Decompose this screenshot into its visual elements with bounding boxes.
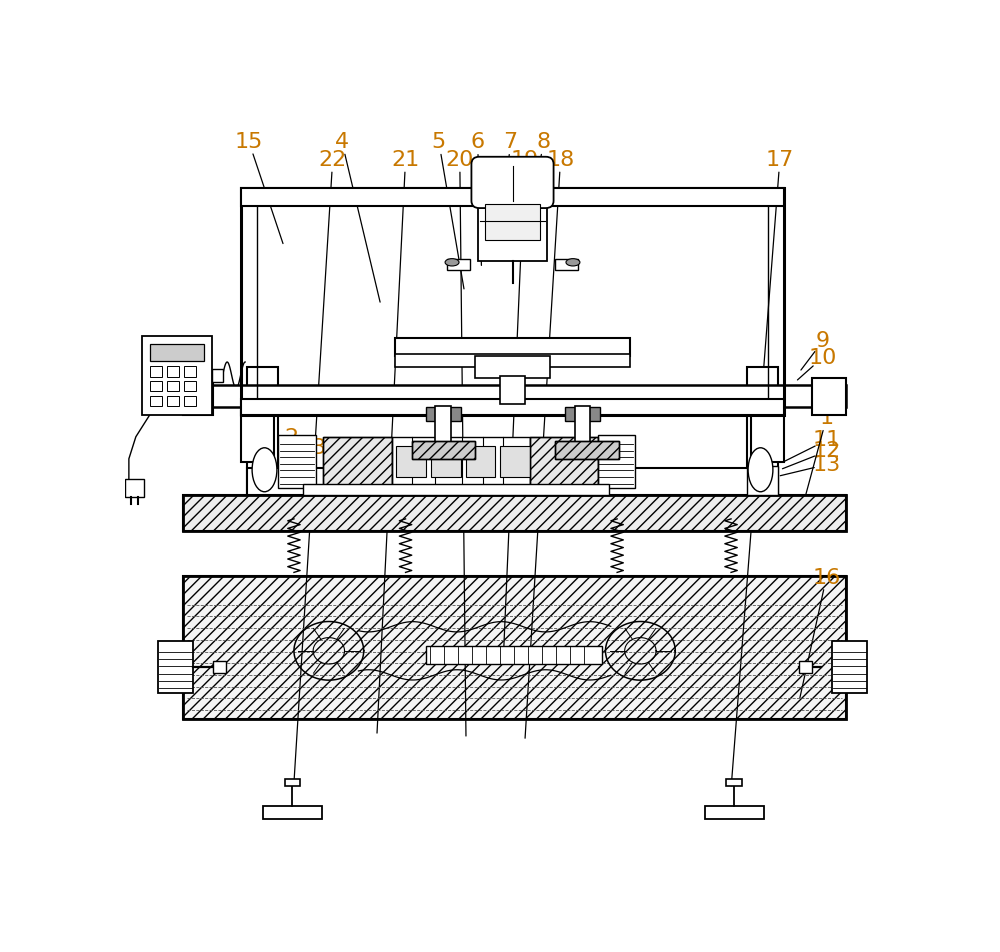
Bar	[475, 356, 550, 378]
Bar	[183, 378, 213, 415]
Bar	[435, 406, 450, 443]
Text: 22: 22	[319, 149, 347, 169]
Text: 8: 8	[536, 132, 551, 152]
Text: 19: 19	[511, 149, 539, 169]
Bar	[705, 806, 764, 820]
Bar	[530, 437, 598, 486]
Bar	[167, 396, 179, 406]
Ellipse shape	[566, 259, 580, 266]
Text: 14: 14	[812, 516, 840, 536]
Bar	[832, 641, 867, 693]
Text: 1: 1	[819, 408, 833, 428]
Bar	[257, 202, 768, 400]
Bar	[125, 479, 144, 497]
Bar	[212, 368, 223, 382]
Bar	[431, 446, 461, 477]
Bar	[812, 378, 846, 415]
Text: 10: 10	[808, 347, 837, 367]
Bar	[747, 466, 778, 495]
Bar	[412, 441, 475, 459]
Text: 9: 9	[815, 331, 830, 351]
Bar	[412, 441, 475, 459]
Text: 13: 13	[812, 455, 840, 475]
Bar	[392, 437, 530, 486]
Bar	[751, 411, 784, 463]
Text: 16: 16	[812, 567, 840, 587]
Text: 21: 21	[391, 149, 420, 169]
Text: 4: 4	[335, 132, 349, 152]
Bar	[241, 399, 784, 415]
Bar	[485, 204, 540, 240]
Bar	[426, 646, 602, 664]
Text: 2: 2	[285, 428, 299, 448]
Text: 15: 15	[235, 132, 263, 152]
Text: 3: 3	[312, 438, 326, 458]
Ellipse shape	[445, 259, 459, 266]
Bar	[150, 367, 162, 377]
Bar	[395, 354, 630, 367]
Bar	[241, 411, 274, 463]
Bar	[447, 259, 470, 269]
Text: 6: 6	[471, 132, 485, 152]
Bar	[466, 446, 495, 477]
Bar	[726, 779, 742, 786]
Bar	[396, 446, 426, 477]
Text: 12: 12	[812, 442, 840, 462]
Bar	[167, 367, 179, 377]
Bar	[184, 396, 196, 406]
Text: 7: 7	[503, 132, 517, 152]
Bar	[747, 367, 778, 495]
Text: 17: 17	[766, 149, 794, 169]
Bar	[158, 641, 193, 693]
Text: 5: 5	[432, 132, 446, 152]
Bar	[395, 338, 630, 356]
Bar	[183, 576, 846, 719]
Bar	[555, 441, 619, 459]
Bar	[278, 435, 316, 488]
Bar	[247, 467, 778, 495]
Bar	[150, 396, 162, 406]
Bar	[799, 661, 812, 673]
Bar	[478, 199, 547, 261]
Bar	[183, 495, 846, 530]
Bar	[183, 576, 846, 719]
Bar	[323, 437, 392, 486]
Bar	[213, 661, 226, 673]
Bar	[574, 406, 590, 443]
Text: 11: 11	[812, 430, 840, 450]
Bar	[565, 407, 600, 421]
Bar	[555, 259, 578, 269]
Bar	[530, 437, 598, 486]
Ellipse shape	[748, 447, 773, 492]
Bar	[150, 345, 204, 361]
FancyBboxPatch shape	[471, 157, 554, 208]
Bar	[150, 381, 162, 391]
Bar	[555, 441, 619, 459]
Text: 20: 20	[446, 149, 474, 169]
Bar	[183, 386, 846, 407]
Bar	[241, 188, 784, 415]
Bar	[426, 407, 461, 421]
Bar	[241, 188, 784, 206]
Bar	[285, 779, 300, 786]
Bar	[598, 435, 635, 488]
Bar	[500, 376, 525, 404]
Ellipse shape	[252, 447, 277, 492]
Bar	[263, 806, 322, 820]
Bar	[184, 381, 196, 391]
Bar	[142, 336, 212, 415]
Bar	[247, 367, 278, 495]
Bar	[167, 381, 179, 391]
Bar	[303, 485, 609, 495]
Bar	[184, 367, 196, 377]
Bar	[183, 495, 846, 530]
Text: 18: 18	[546, 149, 575, 169]
Bar	[323, 437, 392, 486]
Bar	[500, 446, 530, 477]
